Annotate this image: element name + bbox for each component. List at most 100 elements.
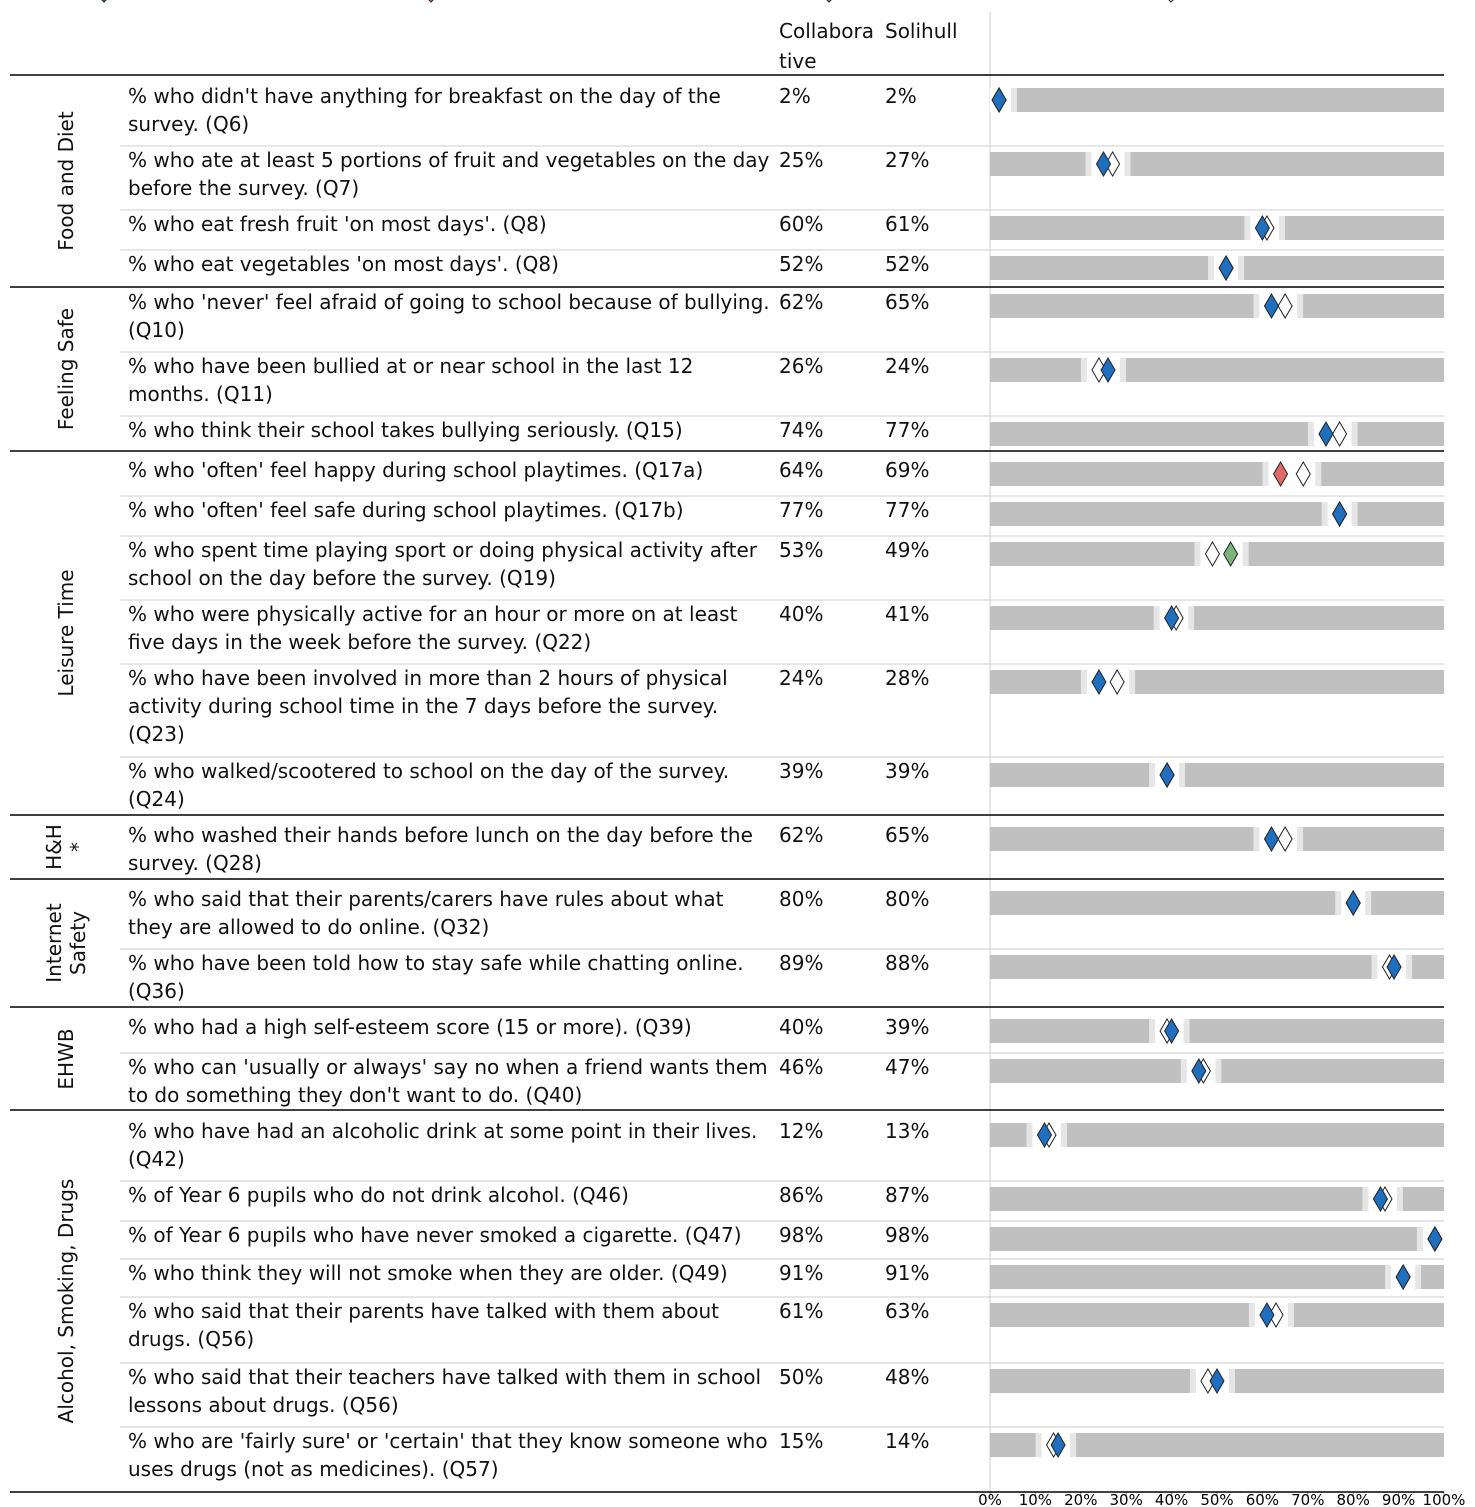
solihull-marker bbox=[1332, 421, 1348, 447]
collaborative-value: 80% bbox=[779, 887, 824, 911]
row-bar bbox=[990, 216, 1444, 240]
solihull-value: 91% bbox=[885, 1261, 930, 1285]
collaborative-value: 39% bbox=[779, 759, 824, 783]
collaborative-marker bbox=[1259, 1302, 1275, 1328]
collaborative-value: 61% bbox=[779, 1299, 824, 1323]
collaborative-marker bbox=[1263, 826, 1280, 852]
collaborative-marker bbox=[1100, 357, 1116, 383]
row-text: % who 'often' feel happy during school p… bbox=[128, 458, 704, 482]
row-bar bbox=[990, 670, 1444, 694]
row-bar bbox=[990, 763, 1444, 787]
collaborative-marker bbox=[1386, 954, 1402, 980]
solihull-marker bbox=[1277, 826, 1293, 852]
solihull-value: 13% bbox=[885, 1119, 930, 1143]
section-label: Internet Safety bbox=[42, 903, 90, 983]
row-bar bbox=[990, 152, 1444, 176]
row-text: % who 'often' feel safe during school pl… bbox=[128, 498, 684, 522]
x-tick-label: 60% bbox=[1246, 1491, 1279, 1507]
collaborative-marker bbox=[1159, 762, 1175, 788]
collaborative-marker bbox=[1164, 605, 1180, 631]
row-bar bbox=[990, 88, 1444, 112]
collaborative-value: 25% bbox=[779, 148, 824, 172]
x-tick-label: 100% bbox=[1423, 1491, 1466, 1507]
solihull-marker bbox=[1109, 669, 1125, 695]
row-text: % who washed their hands before lunch on… bbox=[128, 823, 753, 875]
solihull-value: 65% bbox=[885, 290, 930, 314]
legend-label: Collaborative worse than Solihull bbox=[445, 0, 774, 3]
section-label: Leisure Time bbox=[54, 569, 78, 697]
collaborative-marker bbox=[1372, 1186, 1389, 1212]
solihull-value: 88% bbox=[885, 951, 930, 975]
collaborative-marker bbox=[1218, 255, 1234, 281]
row-text: % who ate at least 5 portions of fruit a… bbox=[128, 148, 770, 200]
solihull-value: 24% bbox=[885, 354, 930, 378]
section-label: EHWB bbox=[54, 1027, 78, 1090]
solihull-value: 61% bbox=[885, 212, 930, 236]
collaborative-value: 40% bbox=[779, 602, 824, 626]
collaborative-marker bbox=[1050, 1432, 1066, 1458]
collaborative-value: 52% bbox=[779, 252, 824, 276]
row-text: % who have been told how to stay safe wh… bbox=[128, 951, 744, 1003]
collaborative-value: 12% bbox=[779, 1119, 824, 1143]
collaborative-value: 98% bbox=[779, 1223, 824, 1247]
section-label: Alcohol, Smoking, Drugs bbox=[54, 1178, 78, 1424]
collaborative-marker bbox=[1223, 541, 1239, 567]
row-text: % who were physically active for an hour… bbox=[128, 602, 738, 654]
row-text: % who can 'usually or always' say no whe… bbox=[128, 1055, 768, 1107]
solihull-value: 52% bbox=[885, 252, 930, 276]
solihull-value: 65% bbox=[885, 823, 930, 847]
row-text: % who are 'fairly sure' or 'certain' tha… bbox=[128, 1429, 768, 1481]
legend-label: Collaborative neutral value bbox=[118, 0, 389, 3]
solihull-marker bbox=[1295, 461, 1311, 487]
solihull-value: 63% bbox=[885, 1299, 930, 1323]
row-text: % who walked/scootered to school on the … bbox=[128, 759, 730, 811]
row-bar bbox=[990, 462, 1444, 486]
collaborative-marker bbox=[1345, 890, 1361, 916]
solihull-value: 48% bbox=[885, 1365, 930, 1389]
row-text: % who think their school takes bullying … bbox=[128, 418, 683, 442]
collaborative-value: 2% bbox=[779, 84, 811, 108]
row-bar bbox=[990, 1303, 1444, 1327]
row-text: % who have been involved in more than 2 … bbox=[128, 666, 728, 746]
collaborative-value: 89% bbox=[779, 951, 824, 975]
x-tick-label: 90% bbox=[1382, 1491, 1415, 1507]
legend-marker bbox=[826, 0, 832, 3]
row-text: % who didn't have anything for breakfast… bbox=[128, 84, 721, 136]
solihull-value: 47% bbox=[885, 1055, 930, 1079]
collaborative-marker bbox=[991, 87, 1007, 113]
collaborative-value: 77% bbox=[779, 498, 824, 522]
solihull-value: 69% bbox=[885, 458, 930, 482]
row-bar bbox=[990, 422, 1444, 446]
solihull-value: 98% bbox=[885, 1223, 930, 1247]
row-text: % of Year 6 pupils who have never smoked… bbox=[128, 1223, 742, 1247]
solihull-value: 77% bbox=[885, 418, 930, 442]
row-text: % of Year 6 pupils who do not drink alco… bbox=[128, 1183, 629, 1207]
header-collaborative: Collaborative bbox=[779, 19, 874, 73]
x-tick-label: 10% bbox=[1019, 1491, 1052, 1507]
solihull-marker bbox=[1277, 293, 1293, 319]
collaborative-value: 62% bbox=[779, 290, 824, 314]
solihull-value: 39% bbox=[885, 1015, 930, 1039]
row-text: % who think they will not smoke when the… bbox=[128, 1261, 728, 1285]
collaborative-value: 26% bbox=[779, 354, 824, 378]
legend-marker bbox=[1168, 0, 1174, 3]
x-tick-label: 30% bbox=[1110, 1491, 1143, 1507]
row-text: % who said that their parents/carers hav… bbox=[128, 887, 724, 939]
x-tick-label: 50% bbox=[1200, 1491, 1233, 1507]
collaborative-marker bbox=[1209, 1368, 1225, 1394]
row-bar bbox=[990, 955, 1444, 979]
collaborative-marker bbox=[1091, 669, 1107, 695]
collaborative-value: 53% bbox=[779, 538, 824, 562]
collaborative-marker bbox=[1254, 215, 1270, 241]
collaborative-marker bbox=[1036, 1122, 1053, 1148]
row-text: % who have been bullied at or near schoo… bbox=[128, 354, 694, 406]
collaborative-marker bbox=[1164, 1018, 1180, 1044]
legend-label: Solihull value bbox=[1185, 0, 1319, 3]
collaborative-marker bbox=[1395, 1264, 1411, 1290]
solihull-value: 14% bbox=[885, 1429, 930, 1453]
collaborative-value: 91% bbox=[779, 1261, 824, 1285]
solihull-value: 49% bbox=[885, 538, 930, 562]
solihull-value: 41% bbox=[885, 602, 930, 626]
